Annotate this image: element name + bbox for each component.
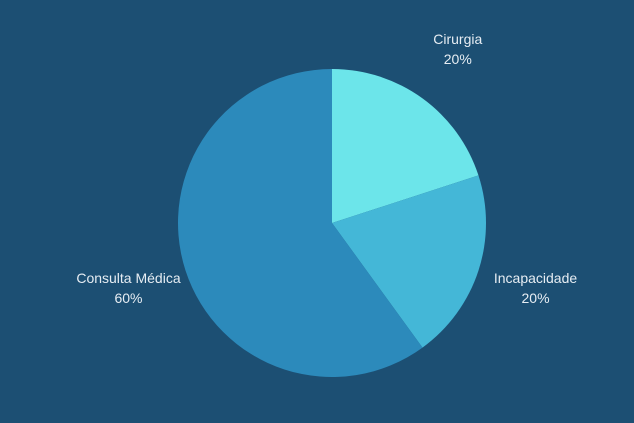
slice-cirurgia[interactable] [332, 69, 479, 223]
slice-label-incapacidade: Incapacidade 20% [494, 270, 578, 306]
slice-percent-label: 20% [522, 290, 550, 306]
labels-layer: Cirurgia 20% Incapacidade 20% Consulta Médic… [76, 31, 577, 306]
slice-category-label: Incapacidade [494, 270, 578, 286]
slice-percent-label: 20% [444, 51, 472, 67]
slice-category-label: Consulta Médica [76, 270, 180, 286]
slice-consulta-medica[interactable] [177, 69, 423, 378]
slice-label-consulta-medica: Consulta Médica 60% [76, 270, 180, 306]
slice-label-cirurgia: Cirurgia 20% [433, 31, 482, 67]
slice-incapacidade[interactable] [332, 175, 487, 348]
slice-percent-label: 60% [114, 290, 142, 306]
slice-category-label: Cirurgia [433, 31, 482, 47]
slices-layer [177, 69, 487, 378]
